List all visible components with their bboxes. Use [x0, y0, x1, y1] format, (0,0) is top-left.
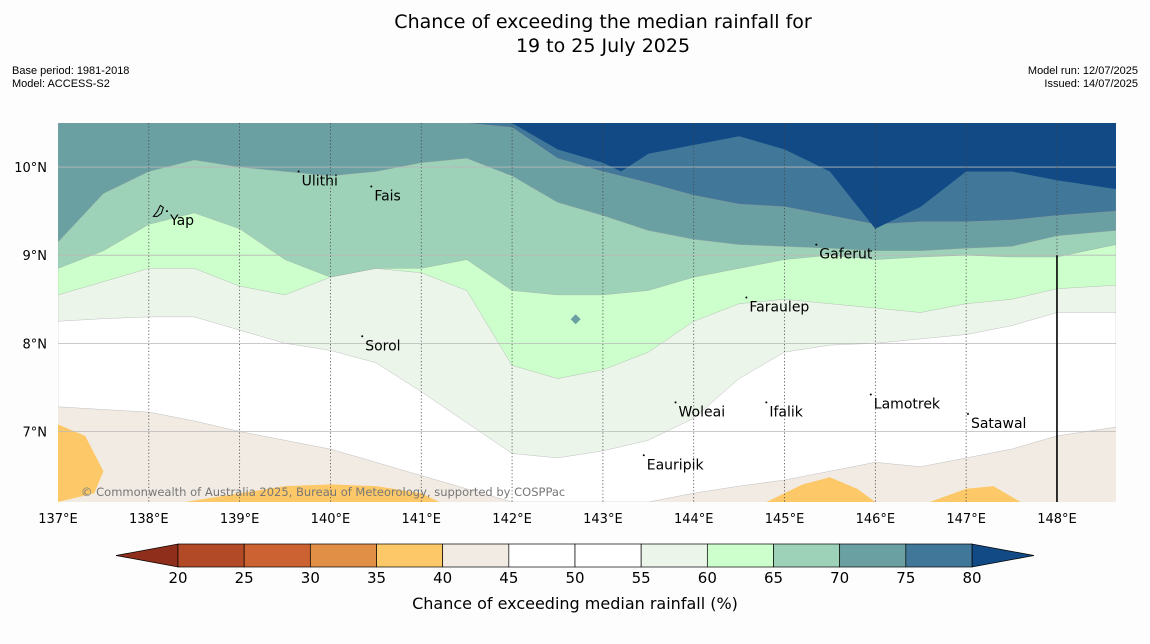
- dry-patch-dry-patch-bottom-a: [185, 484, 440, 502]
- colorbar-title: Chance of exceeding median rainfall (%): [412, 594, 738, 613]
- place-marker: [370, 185, 373, 188]
- place-label: Lamotrek: [874, 396, 941, 412]
- dry-patch-dry-patch-left: [58, 424, 104, 502]
- colorbar-swatch: [442, 543, 510, 568]
- colorbar-swatch: [574, 543, 642, 568]
- colorbar-tick-label: 80: [962, 569, 981, 587]
- place-marker: [361, 335, 364, 338]
- place-marker: [165, 210, 168, 213]
- issued-date: Issued: 14/07/2025: [1044, 78, 1138, 90]
- colorbar-swatch: [177, 543, 245, 568]
- colorbar-swatch: [376, 543, 444, 568]
- colorbar-swatch: [706, 543, 774, 568]
- colorbar-swatch: [905, 543, 973, 568]
- place-label: Sorol: [365, 338, 400, 354]
- colorbar-high-arrow: [971, 543, 1035, 568]
- dry-patch-dry-patch-bottom-b: [766, 477, 876, 502]
- colorbar-tick-label: 35: [367, 569, 386, 587]
- place-marker: [815, 243, 818, 246]
- meta-right: Model run: 12/07/2025 Issued: 14/07/2025: [1028, 65, 1138, 91]
- colorbar-tick-label: 50: [565, 569, 584, 587]
- meta-left: Base period: 1981-2018 Model: ACCESS-S2: [12, 65, 129, 91]
- colorbar-tick-label: 25: [235, 569, 254, 587]
- place-label: Gaferut: [819, 247, 873, 263]
- colorbar-tick-label: 20: [168, 569, 187, 587]
- x-tick-label: 147°E: [946, 512, 986, 527]
- place-label: Woleai: [679, 404, 726, 420]
- place-label: Satawal: [971, 416, 1026, 432]
- model-run: Model run: 12/07/2025: [1027, 65, 1138, 77]
- x-tick-label: 139°E: [220, 512, 260, 527]
- place-marker: [765, 401, 768, 404]
- x-tick-label: 144°E: [674, 512, 714, 527]
- place-marker: [642, 454, 645, 457]
- colorbar-swatch: [773, 543, 841, 568]
- map-title: Chance of exceeding the median rainfall …: [0, 10, 1150, 58]
- x-tick-label: 146°E: [856, 512, 896, 527]
- colorbar-tick-label: 30: [301, 569, 320, 587]
- place-label: Eauripik: [647, 457, 705, 473]
- place-label: Ulithi: [302, 173, 338, 189]
- x-tick-label: 143°E: [583, 512, 623, 527]
- map-fields: [58, 123, 1116, 502]
- colorbar-swatch: [839, 543, 907, 568]
- copyright-text: © Commonwealth of Australia 2025, Bureau…: [81, 485, 565, 499]
- place-marker: [674, 401, 677, 404]
- colorbar-tick-label: 65: [764, 569, 783, 587]
- colorbar-tick-label: 45: [499, 569, 518, 587]
- place-marker: [745, 296, 748, 299]
- colorbar-swatch: [640, 543, 708, 568]
- place-marker: [966, 412, 969, 415]
- colorbar-tick-label: 40: [433, 569, 452, 587]
- place-marker: [297, 170, 300, 173]
- x-tick-label: 142°E: [492, 512, 532, 527]
- yap-island-outline: [152, 204, 164, 217]
- model-name: Model: ACCESS-S2: [12, 78, 110, 90]
- place-marker: [869, 393, 872, 396]
- x-tick-label: 140°E: [311, 512, 351, 527]
- deep-blue-band: [512, 123, 1116, 229]
- dry-patch-dry-patch-bottom-c: [929, 486, 1021, 502]
- colorbar-swatch: [243, 543, 311, 568]
- y-tick-label: 8°N: [23, 337, 48, 352]
- place-label: Ifalik: [769, 404, 803, 420]
- colorbar-tick-label: 55: [632, 569, 651, 587]
- colorbar-swatch: [309, 543, 377, 568]
- base-period: Base period: 1981-2018: [12, 65, 130, 77]
- colorbar-swatch: [508, 543, 576, 568]
- place-label: Yap: [169, 213, 194, 229]
- colorbar-tick-label: 70: [830, 569, 849, 587]
- x-tick-label: 138°E: [129, 512, 169, 527]
- title-line-1: Chance of exceeding the median rainfall …: [394, 11, 812, 33]
- y-tick-label: 9°N: [23, 249, 48, 264]
- x-tick-label: 137°E: [38, 512, 78, 527]
- x-tick-label: 141°E: [401, 512, 441, 527]
- place-label: Faraulep: [749, 300, 809, 316]
- x-tick-label: 145°E: [765, 512, 805, 527]
- y-tick-label: 7°N: [23, 425, 48, 440]
- colorbar-low-arrow: [115, 543, 179, 568]
- islet-marker: [570, 314, 581, 325]
- title-line-2: 19 to 25 July 2025: [515, 35, 691, 57]
- colorbar-tick-label: 60: [698, 569, 717, 587]
- y-tick-label: 10°N: [14, 161, 47, 176]
- colorbar-tick-label: 75: [896, 569, 915, 587]
- place-label: Fais: [374, 188, 401, 204]
- x-tick-label: 148°E: [1037, 512, 1077, 527]
